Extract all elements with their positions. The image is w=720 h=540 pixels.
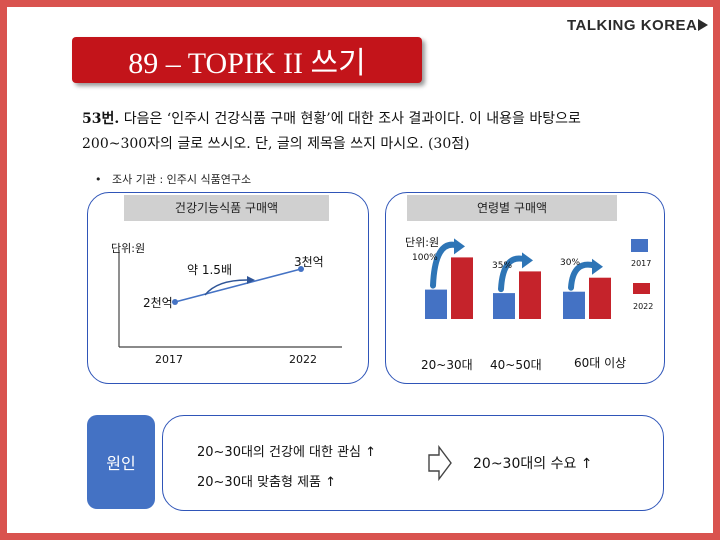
series-line bbox=[174, 268, 302, 303]
growth-label-0: 100% bbox=[412, 253, 438, 263]
increase-label: 약 1.5배 bbox=[187, 263, 232, 277]
data-point-2022 bbox=[298, 266, 304, 272]
growth-label-1: 35% bbox=[492, 261, 513, 271]
question-text: 53번. 다음은 ‘인주시 건강식품 구매 현황’에 대한 조사 결과이다. 이… bbox=[82, 107, 702, 157]
cause-box: 원인 bbox=[87, 415, 155, 509]
brand-text: TALKING KOREA bbox=[567, 17, 698, 34]
legend-2017-swatch bbox=[631, 239, 648, 252]
left-unit-label: 단위:원 bbox=[111, 242, 146, 255]
increase-arrowhead bbox=[247, 276, 255, 284]
growth-label-2: 30% bbox=[560, 258, 581, 268]
bar-2017-1 bbox=[493, 293, 515, 319]
brand-triangle-icon bbox=[698, 19, 709, 31]
right-unit-label: 단위:원 bbox=[405, 236, 440, 249]
growth-arrowhead-1 bbox=[522, 252, 533, 269]
bar-2022-1 bbox=[519, 271, 541, 319]
bar-2022-2 bbox=[589, 277, 611, 319]
cause-item-1: 20~30대 맞춤형 제품 ↑ bbox=[197, 475, 337, 490]
category-label-2: 60대 이상 bbox=[574, 356, 627, 370]
brand-logo: TALKING KOREA bbox=[567, 17, 709, 34]
data-label-2017: 2천억 bbox=[143, 296, 173, 310]
growth-arrow-0 bbox=[430, 241, 460, 289]
data-label-2022: 3천억 bbox=[294, 255, 324, 269]
right-bar-chart bbox=[425, 238, 611, 319]
left-chart-title: 건강기능식품 구매액 bbox=[124, 195, 329, 221]
question-line2: 200~300자의 글로 쓰시오. 단, 글의 제목을 쓰지 마시오. (30점… bbox=[82, 136, 470, 152]
growth-arrowhead-0 bbox=[454, 238, 465, 255]
right-chart-title: 연령별 구매액 bbox=[407, 195, 617, 221]
growth-arrowhead-2 bbox=[592, 258, 603, 275]
category-label-0: 20~30대 bbox=[421, 358, 473, 372]
category-label-1: 40~50대 bbox=[490, 358, 542, 372]
bar-2022-0 bbox=[451, 257, 473, 319]
source-text: 조사 기관 : 인주시 식품연구소 bbox=[111, 173, 252, 186]
growth-arrow-2 bbox=[568, 261, 598, 291]
x-tick-2017: 2017 bbox=[155, 353, 183, 366]
growth-arrow-1 bbox=[498, 255, 528, 293]
page-title: 89 – TOPIK II 쓰기 bbox=[128, 47, 366, 80]
left-line-chart bbox=[118, 250, 342, 348]
title-banner: 89 – TOPIK II 쓰기 bbox=[72, 37, 422, 83]
data-point-2017 bbox=[172, 299, 178, 305]
source-note: • 조사 기관 : 인주시 식품연구소 bbox=[95, 173, 252, 186]
cause-label: 원인 bbox=[106, 454, 136, 473]
right-arrow-icon bbox=[428, 445, 452, 481]
question-number: 53번. bbox=[82, 111, 120, 127]
legend-2022-label: 2022 bbox=[633, 302, 654, 311]
question-line1: 다음은 ‘인주시 건강식품 구매 현황’에 대한 조사 결과이다. 이 내용을 … bbox=[123, 111, 581, 127]
cause-item-0: 20~30대의 건강에 대한 관심 ↑ bbox=[197, 445, 377, 460]
increase-arrow bbox=[204, 279, 248, 296]
result-text: 20~30대의 수요 ↑ bbox=[473, 456, 593, 472]
legend-2022-swatch bbox=[633, 283, 650, 294]
result-panel bbox=[162, 415, 664, 511]
bar-2017-2 bbox=[563, 291, 585, 319]
legend-2017-label: 2017 bbox=[631, 259, 652, 268]
bar-2017-0 bbox=[425, 289, 447, 319]
x-tick-2022: 2022 bbox=[289, 353, 317, 366]
